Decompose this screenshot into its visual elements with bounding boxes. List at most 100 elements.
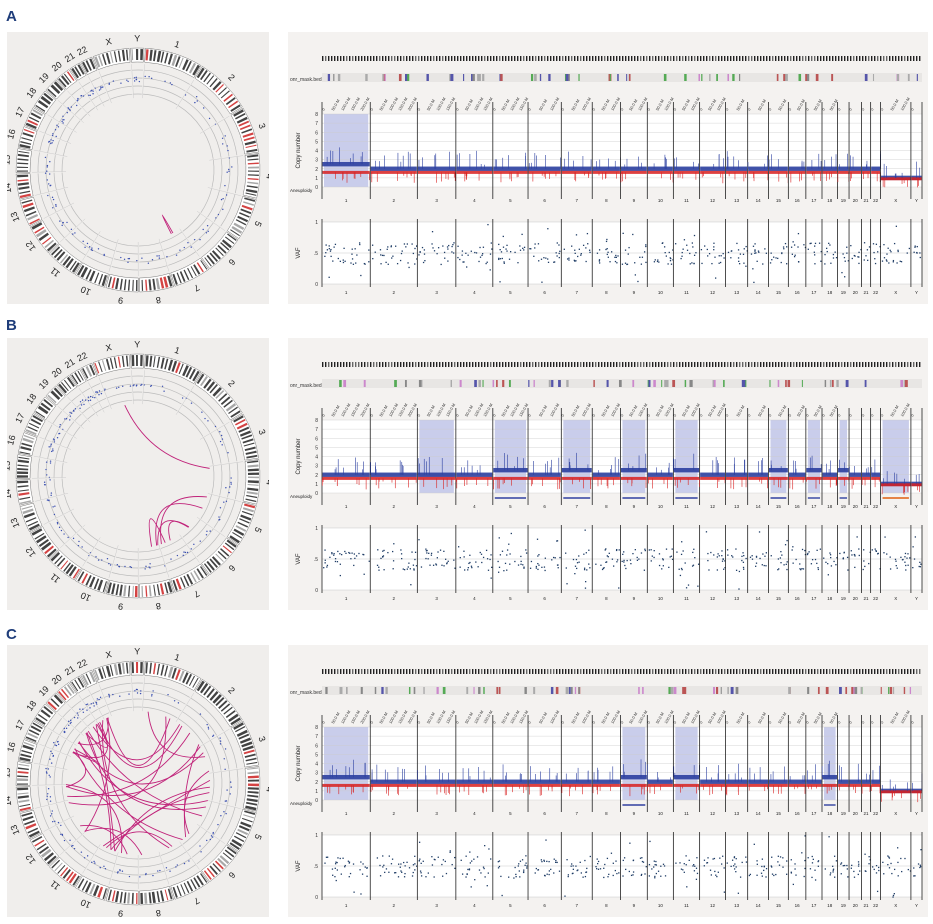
ideogram-tick <box>721 362 723 367</box>
vaf-point <box>888 262 890 264</box>
copy-number-band <box>528 779 561 784</box>
chromosome-segment <box>49 243 82 275</box>
ideogram-tick <box>742 56 744 61</box>
vaf-point <box>474 879 476 881</box>
vaf-point <box>708 569 710 571</box>
vaf-point <box>525 549 527 551</box>
cn-dot <box>141 383 143 386</box>
cytoband <box>171 360 178 372</box>
cn-dot <box>61 120 63 123</box>
ideogram-tick <box>709 362 711 367</box>
vaf-point <box>550 868 552 871</box>
cytoband <box>183 882 190 894</box>
ideogram-tick <box>760 56 762 61</box>
cn-dot <box>145 873 147 876</box>
vaf-point <box>847 876 849 878</box>
vaf-chromosome-name: 19 <box>841 290 847 295</box>
cytoband <box>241 510 253 516</box>
ideogram-tick <box>868 669 870 674</box>
cn-dot <box>138 80 141 83</box>
vaf-point <box>900 857 902 860</box>
vaf-point <box>897 250 899 253</box>
vaf-point <box>770 865 772 867</box>
position-tick-label: 100.0 M <box>610 402 622 417</box>
cn-dot <box>175 866 177 868</box>
ideogram-tick <box>658 56 660 61</box>
ideogram-tick <box>415 362 417 367</box>
cn-dot <box>69 411 71 414</box>
vaf-chromosome-name: 12 <box>710 596 716 601</box>
cn-dot <box>190 246 192 248</box>
aneuploidy-label: Aneuploidy <box>290 188 313 193</box>
cytoband <box>235 112 246 120</box>
cytoband <box>247 460 259 464</box>
vaf-point <box>758 531 761 533</box>
vaf-point <box>502 246 505 248</box>
chromosome-label: 7 <box>192 895 201 906</box>
vaf-point <box>919 866 922 868</box>
vaf-chromosome-name: 16 <box>795 903 801 908</box>
vaf-point <box>763 869 765 872</box>
position-tick-label: 100.0 M <box>473 96 485 111</box>
sv-link <box>84 827 143 856</box>
cn-dot <box>133 80 136 82</box>
ideogram-tick <box>340 56 342 61</box>
copy-number-band <box>493 467 528 473</box>
position-tick-label: 50.0 M <box>500 98 510 111</box>
bed-feature <box>442 687 446 694</box>
vaf-point <box>329 556 331 559</box>
minor-allele-band <box>417 783 456 787</box>
vaf-point <box>403 861 405 864</box>
position-tick-label: 0 <box>591 106 597 111</box>
spoke <box>82 844 101 874</box>
bed-feature <box>339 687 343 694</box>
vaf-point <box>804 867 806 870</box>
minor-allele-band <box>456 783 493 787</box>
cytoband <box>235 219 247 226</box>
spoke <box>131 677 134 712</box>
cytoband <box>246 798 258 803</box>
position-tick-label: 50.0 M <box>812 98 822 111</box>
ideogram-tick <box>511 669 513 674</box>
position-tick-label: 0 <box>746 412 752 417</box>
vaf-point <box>645 261 647 264</box>
ideogram-tick <box>463 669 465 674</box>
cn-dot <box>62 222 64 224</box>
copy-number-band <box>647 472 673 477</box>
vaf-point <box>865 870 867 873</box>
cytoband <box>148 279 152 291</box>
vaf-point <box>916 251 918 254</box>
vaf-point <box>469 554 471 556</box>
vaf-point <box>791 253 794 255</box>
position-tick-label: 100.0 M <box>899 402 911 417</box>
ideogram-tick <box>358 669 360 674</box>
ideogram-tick <box>670 669 672 674</box>
cytoband <box>241 741 253 748</box>
position-tick-label: 100.0 M <box>473 402 485 417</box>
cn-dot <box>92 702 95 704</box>
vaf-point <box>857 873 859 876</box>
vaf-point <box>804 549 806 552</box>
cn-dot <box>86 709 88 711</box>
track-ring <box>210 433 222 464</box>
position-tick-label: 0 <box>321 719 327 724</box>
spoke <box>98 684 112 717</box>
ideogram-tick <box>676 56 678 61</box>
vaf-point <box>336 869 338 871</box>
cytoband <box>156 663 161 675</box>
ideogram-tick <box>544 669 546 674</box>
vaf-point <box>401 250 403 252</box>
chromosome-name: 12 <box>710 198 716 203</box>
copy-number-band <box>768 779 788 784</box>
ideogram-tick <box>580 362 582 367</box>
ideogram-tick <box>586 56 588 61</box>
minor-allele-band <box>620 783 647 787</box>
ideogram-tick <box>667 362 669 367</box>
vaf-point <box>777 257 779 260</box>
cytoband <box>25 122 37 129</box>
ideogram-tick <box>457 362 459 367</box>
cn-dot <box>224 800 227 802</box>
cytoband <box>19 806 32 812</box>
vaf-point <box>603 867 605 869</box>
